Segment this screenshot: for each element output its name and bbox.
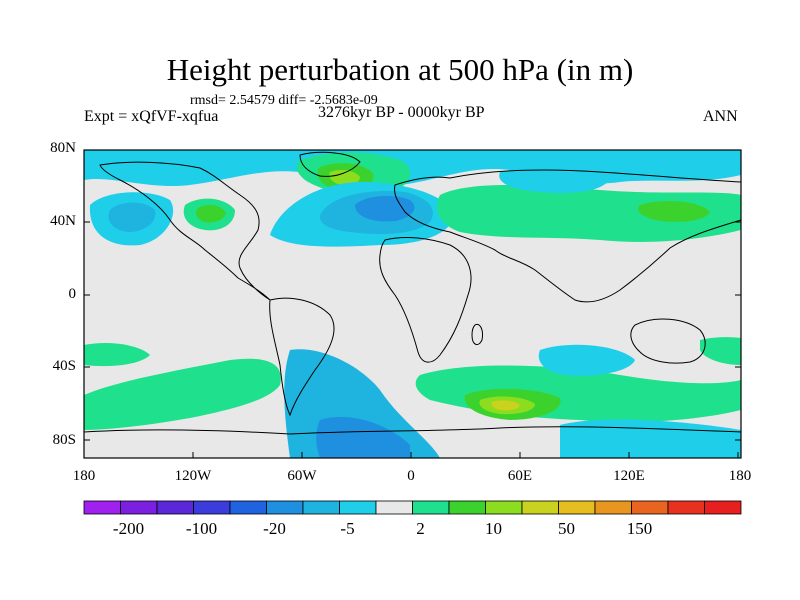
contour-region [700, 337, 741, 365]
contour-region [108, 202, 156, 232]
colorbar-label: 150 [626, 519, 653, 538]
contour-region [499, 168, 610, 194]
colorbar-label: -20 [263, 519, 286, 538]
colorbar-swatch [448, 500, 486, 515]
colorbar-swatch [521, 500, 559, 515]
x-tick-label-120e: 120E [613, 468, 645, 484]
stats-label: rmsd= 2.54579 diff= -2.5683e-09 [190, 93, 378, 108]
contour-region [436, 185, 741, 242]
colorbar-label: -200 [112, 519, 145, 538]
colorbar-swatch [156, 500, 194, 515]
season-label: ANN [703, 108, 738, 125]
y-tick-label-40n: 40N [50, 213, 76, 229]
x-tick-label-120w: 120W [174, 468, 212, 484]
colorbar-swatch [339, 500, 377, 515]
colorbar-swatch [229, 500, 267, 515]
coastline-south-america [269, 297, 335, 417]
colorbar-label: -5 [340, 519, 355, 538]
contour-region [491, 400, 520, 411]
coastline-australia [630, 318, 706, 364]
coastline-madagascar [471, 323, 483, 346]
colorbar-swatch [704, 500, 742, 515]
contour-region [538, 344, 635, 376]
plot-frame [83, 149, 742, 459]
colorbar-swatch [375, 500, 413, 515]
x-ticks [83, 452, 739, 458]
coastline-eurasia [394, 169, 741, 303]
plot-title: Height perturbation at 500 hPa (in m) [166, 52, 634, 87]
x-tick-label-0: 0 [407, 468, 415, 484]
contour-region [316, 416, 410, 458]
colorbar-label: -100 [185, 519, 218, 538]
coastlines [84, 151, 741, 435]
colorbar-swatch [193, 500, 231, 515]
colorbar-swatch [266, 500, 304, 515]
contour-region [329, 169, 360, 185]
y-tick-label-eq: 0 [68, 286, 77, 302]
contour-region [355, 195, 415, 222]
contour-region [638, 200, 710, 222]
colorbar-label: 50 [558, 519, 575, 538]
x-tick-label-180e: 180 [728, 468, 752, 484]
colorbar-swatch [302, 500, 340, 515]
coastline-africa [379, 237, 472, 363]
x-tick-label-60w: 60W [287, 468, 317, 484]
contour-field [84, 150, 741, 458]
colorbar-swatch [120, 500, 158, 515]
colorbar-swatch [631, 500, 669, 515]
y-tick-label-80s: 80S [52, 432, 76, 448]
coastline-antarctica [84, 426, 741, 435]
contour-region [196, 204, 226, 223]
y-tick-label-80n: 80N [50, 140, 76, 156]
contour-region [84, 343, 150, 367]
colorbar-swatch [412, 500, 450, 515]
colorbar-swatch [594, 500, 632, 515]
colorbar-label: 2 [416, 519, 425, 538]
colorbar-swatch [485, 500, 523, 515]
y-tick-label-40s: 40S [52, 358, 76, 374]
colorbar [83, 500, 742, 515]
colorbar-swatch [667, 500, 705, 515]
y-ticks [84, 149, 741, 441]
contour-region [560, 419, 741, 458]
period-label: 3276kyr BP - 0000kyr BP [318, 104, 485, 121]
x-tick-label-180w: 180 [72, 468, 96, 484]
colorbar-swatch [558, 500, 596, 515]
colorbar-swatch [83, 500, 121, 515]
colorbar-label: 10 [485, 519, 502, 538]
coastline-greenland [299, 151, 361, 177]
contour-region [84, 150, 741, 187]
experiment-label: Expt = xQfVF-xqfua [84, 108, 219, 125]
x-tick-label-60e: 60E [507, 468, 533, 484]
contour-region [84, 358, 281, 430]
